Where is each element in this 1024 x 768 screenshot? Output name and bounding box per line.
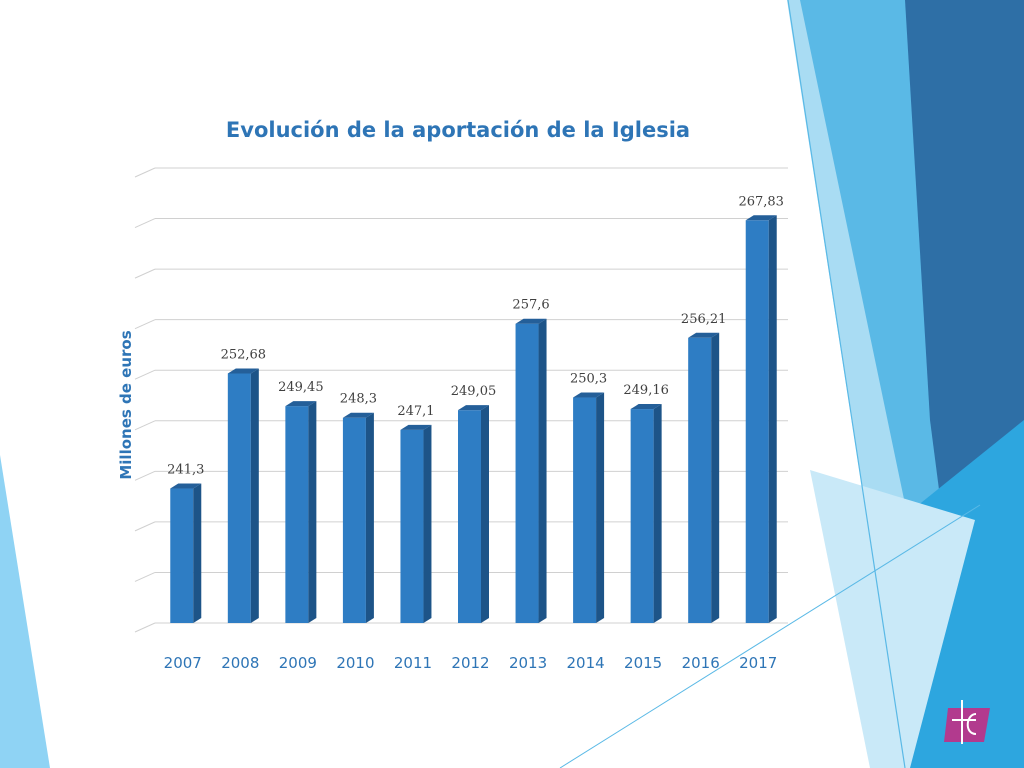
bar-side (596, 392, 605, 623)
x-tick-label: 2016 (682, 654, 720, 672)
x-tick-label: 2013 (509, 654, 547, 672)
x-tick-label: 2010 (336, 654, 374, 672)
data-label: 257,6 (512, 298, 549, 313)
gridline-side (134, 521, 156, 532)
x-tick-label: 2015 (624, 654, 662, 672)
bar (688, 337, 712, 623)
x-tick-label: 2007 (164, 654, 202, 672)
bar-side (481, 405, 489, 623)
bar (227, 373, 251, 623)
gridline-side (134, 571, 156, 582)
bar-side (365, 412, 374, 623)
bar-top (170, 483, 202, 489)
bar-top (342, 412, 374, 418)
bar-top (285, 401, 317, 407)
data-label: 249,05 (451, 384, 497, 399)
data-label: 267,83 (738, 194, 784, 209)
x-tick-label: 2011 (394, 654, 432, 672)
bar-top (630, 404, 662, 410)
gridline-side (134, 319, 156, 330)
gridline-side (134, 369, 156, 380)
bar-top (227, 368, 259, 374)
bar (630, 409, 654, 623)
bar-top (688, 332, 720, 338)
bar-top (573, 392, 605, 398)
left-accent-shape (0, 455, 50, 768)
bar-top (745, 215, 777, 221)
bar (170, 488, 194, 623)
bar (573, 397, 597, 623)
gridline-side (134, 167, 156, 178)
bar-side (250, 368, 259, 623)
data-label: 252,68 (221, 347, 267, 362)
data-label: 256,21 (681, 312, 727, 327)
x-tick-label: 2017 (739, 654, 777, 672)
bar (285, 406, 309, 623)
chart-title: Evolución de la aportación de la Iglesia (225, 118, 691, 142)
bar-side (193, 483, 202, 623)
bar (745, 220, 769, 623)
gridline-side (134, 420, 156, 431)
data-label: 241,3 (167, 463, 204, 478)
right-panel-pale (810, 470, 975, 768)
bar-side (423, 424, 432, 623)
bar-side (538, 318, 547, 623)
bar (515, 323, 539, 623)
bar (342, 417, 366, 623)
bar-side (768, 215, 777, 623)
bar-side (711, 332, 720, 623)
data-label: 247,1 (397, 404, 434, 419)
bar-side (308, 401, 317, 623)
x-tick-label: 2009 (279, 654, 317, 672)
bar-top (515, 318, 547, 324)
bottom-thin-line (559, 504, 981, 768)
bar-side (653, 404, 662, 623)
data-label: 249,16 (623, 383, 669, 398)
x-tick-label: 2008 (221, 654, 259, 672)
data-label: 250,3 (570, 372, 607, 387)
bar (458, 410, 481, 623)
x-tick-label: 2012 (451, 654, 489, 672)
gridline-side (134, 470, 156, 481)
data-label: 249,45 (278, 380, 324, 395)
gridline-side (134, 218, 156, 229)
data-label: 248,3 (340, 392, 377, 407)
bar (400, 429, 424, 623)
gridline-side (134, 622, 156, 633)
bar-top (458, 405, 489, 411)
gridline-side (134, 268, 156, 279)
bar-top (400, 424, 432, 430)
x-tick-label: 2014 (566, 654, 604, 672)
right-panel-line (787, 0, 906, 768)
church-cross-logo-icon (944, 700, 990, 744)
